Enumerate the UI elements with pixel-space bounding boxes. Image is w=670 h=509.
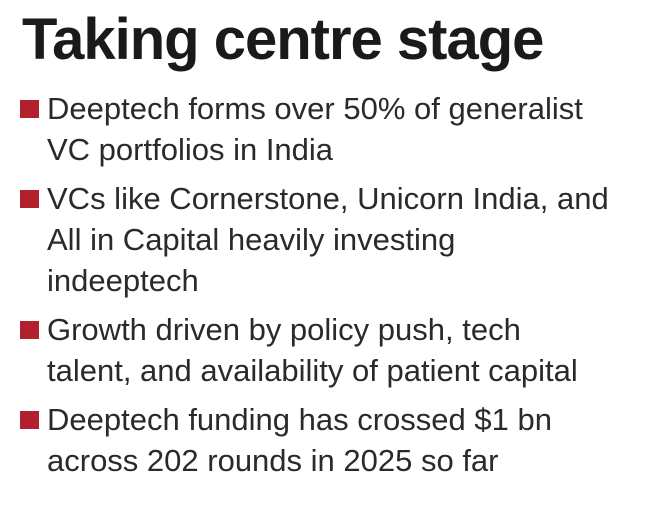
bullet-item-funding-total: Deeptech funding has crossed $1 bn acros… <box>20 399 666 481</box>
bullet-line: Growth driven by policy push, tech <box>47 312 521 347</box>
square-bullet-icon <box>20 190 39 208</box>
bullet-line: Deeptech funding has crossed $1 bn <box>47 402 552 437</box>
bullet-line: talent, and availability of patient capi… <box>47 353 578 388</box>
bullet-line: All in Capital heavily investing <box>47 222 456 257</box>
bullet-line: VCs like Cornerstone, Unicorn India, and <box>47 181 609 216</box>
bullet-item-vc-investors: VCs like Cornerstone, Unicorn India, and… <box>20 178 666 301</box>
square-bullet-icon <box>20 411 39 429</box>
bullet-list: Deeptech forms over 50% of generalist VC… <box>20 88 666 489</box>
bullet-line: across 202 rounds in 2025 so far <box>47 443 499 478</box>
square-bullet-icon <box>20 100 39 118</box>
bullet-line: Deeptech forms over 50% of generalist <box>47 91 583 126</box>
bullet-item-deeptech-share: Deeptech forms over 50% of generalist VC… <box>20 88 666 170</box>
bullet-item-growth-drivers: Growth driven by policy push, tech talen… <box>20 309 666 391</box>
square-bullet-icon <box>20 321 39 339</box>
bullet-line: VC portfolios in India <box>47 132 334 167</box>
page-title: Taking centre stage <box>22 7 544 72</box>
bullet-line: indeeptech <box>47 263 199 298</box>
